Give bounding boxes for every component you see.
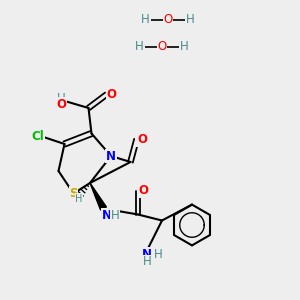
Text: O: O bbox=[158, 40, 166, 53]
Text: H: H bbox=[110, 208, 119, 222]
Text: O: O bbox=[164, 13, 172, 26]
Text: H: H bbox=[154, 248, 163, 261]
Text: O: O bbox=[56, 98, 66, 111]
Text: H: H bbox=[180, 40, 189, 53]
Text: O: O bbox=[138, 184, 148, 197]
Text: H: H bbox=[142, 255, 152, 268]
Text: H: H bbox=[57, 92, 66, 105]
Text: O: O bbox=[137, 133, 147, 146]
Text: Cl: Cl bbox=[31, 130, 44, 143]
Text: H: H bbox=[141, 13, 150, 26]
Text: N: N bbox=[142, 248, 152, 261]
Text: H: H bbox=[75, 194, 82, 204]
Text: O: O bbox=[106, 88, 116, 101]
Text: N: N bbox=[106, 149, 116, 163]
Text: H: H bbox=[135, 40, 144, 53]
Polygon shape bbox=[90, 183, 106, 210]
Text: H: H bbox=[186, 13, 195, 26]
Text: N: N bbox=[101, 208, 112, 222]
Text: S: S bbox=[69, 187, 78, 200]
